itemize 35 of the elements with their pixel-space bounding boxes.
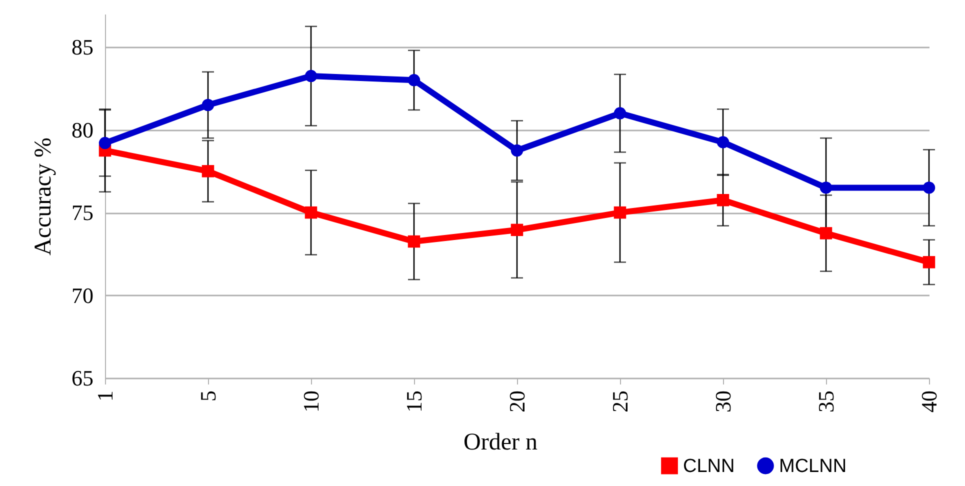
point — [304, 206, 318, 219]
point — [922, 182, 936, 194]
point — [716, 194, 730, 206]
x-tick-label: 20 — [504, 390, 530, 412]
point — [202, 98, 214, 112]
point — [820, 227, 832, 240]
point — [820, 182, 832, 194]
point — [922, 256, 936, 268]
point — [510, 144, 524, 157]
x-tick-label: 25 — [608, 390, 632, 412]
x-tick-label: 1 — [92, 390, 118, 402]
y-tick-label: 85 — [72, 34, 94, 60]
point — [716, 136, 730, 148]
x-tick-label: 40 — [916, 390, 942, 412]
x-tick-label: 15 — [402, 390, 426, 412]
x-tick-label: 5 — [196, 390, 220, 402]
point — [614, 206, 626, 219]
x-axis-title: Order n — [464, 430, 538, 456]
point — [510, 224, 524, 236]
point — [98, 136, 112, 150]
point — [408, 235, 420, 248]
legend-label: MCLNN — [779, 456, 847, 477]
point — [202, 165, 214, 178]
y-tick-label: 75 — [72, 200, 94, 226]
legend-label: CLNN — [683, 456, 735, 477]
x-tick-label: 10 — [298, 390, 324, 412]
point — [408, 74, 420, 86]
point — [304, 70, 318, 82]
y-axis-title: Accuracy % — [30, 138, 56, 256]
y-tick-label: 65 — [72, 366, 94, 390]
x-tick-label: 30 — [710, 390, 736, 412]
x-tick-label: 35 — [814, 390, 838, 412]
y-tick-label: 70 — [72, 282, 94, 308]
point — [614, 107, 626, 120]
y-tick-label: 80 — [72, 117, 94, 142]
